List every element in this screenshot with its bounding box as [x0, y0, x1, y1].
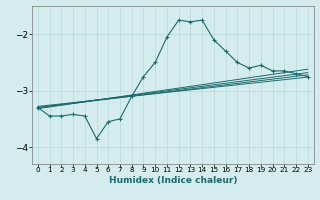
- X-axis label: Humidex (Indice chaleur): Humidex (Indice chaleur): [108, 176, 237, 185]
